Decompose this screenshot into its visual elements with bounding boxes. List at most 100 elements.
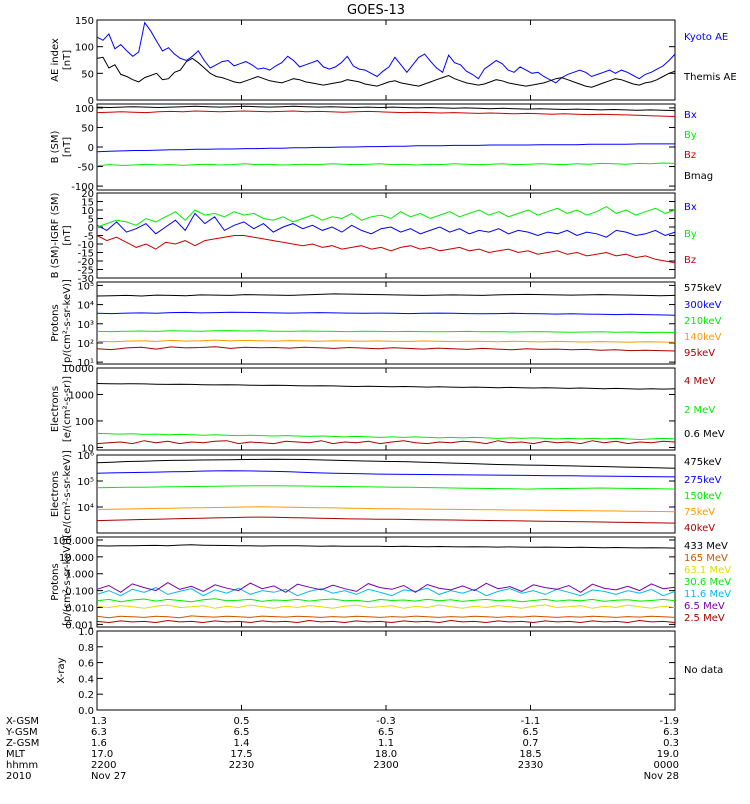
y-tick-label: 100.000 xyxy=(53,536,94,547)
series-line-6-5-mev xyxy=(96,582,676,593)
series-line-165-mev xyxy=(96,615,676,619)
series-line-by xyxy=(96,162,676,167)
series-line-themis-ae xyxy=(96,56,676,88)
footer-value: 0000 xyxy=(654,760,679,771)
y-tick-label: 10.000 xyxy=(59,553,94,564)
footer-value: 0.5 xyxy=(234,716,250,727)
y-tick-label: 0.8 xyxy=(78,643,94,654)
y-axis-label: [nT] xyxy=(62,50,73,70)
y-tick-label: 10⁵ xyxy=(77,281,94,292)
legend-bmag: Bmag xyxy=(684,171,713,182)
y-tick-label: 1000 xyxy=(69,390,94,401)
y-axis-label: Electrons xyxy=(50,386,61,432)
y-tick-label: 10⁴ xyxy=(77,301,94,312)
series-line-210kev xyxy=(96,330,676,334)
legend-75kev: 75keV xyxy=(684,507,715,518)
y-tick-label: 10⁵ xyxy=(77,477,94,488)
y-tick-label: 0.100 xyxy=(65,587,94,598)
footer-value: 0.7 xyxy=(523,738,539,749)
y-tick-label: -100 xyxy=(71,182,94,193)
legend-no-data: No data xyxy=(684,665,723,676)
y-tick-label: -20 xyxy=(78,257,94,268)
footer-row-label: hhmm xyxy=(6,760,38,771)
y-tick-label: 10000 xyxy=(62,364,94,375)
footer-value: 0.3 xyxy=(663,738,679,749)
y-tick-label: 0 xyxy=(88,143,94,154)
y-axis-label: [e/(cm²-s-sr)] xyxy=(62,376,73,442)
footer-value: 17.0 xyxy=(91,749,113,760)
series-line-433-mev xyxy=(96,544,676,549)
y-tick-label: 0.0 xyxy=(78,706,94,717)
footer-value: 6.5 xyxy=(234,727,250,738)
legend-by: By xyxy=(684,229,697,240)
y-tick-label: 150 xyxy=(75,16,94,27)
legend-bx: Bx xyxy=(684,110,697,121)
footer-value: 1.6 xyxy=(91,738,107,749)
legend-30-6-mev: 30.6 MeV xyxy=(684,577,731,588)
y-tick-label: 0.4 xyxy=(78,674,94,685)
footer-value: -0.3 xyxy=(376,716,396,727)
y-tick-label: 0 xyxy=(88,223,94,234)
series-line-bz xyxy=(96,235,676,264)
footer-value: 1.1 xyxy=(378,738,394,749)
series-line-75kev xyxy=(96,506,676,513)
y-tick-label: 0.001 xyxy=(65,620,94,631)
y-tick-label: 10 xyxy=(81,206,94,217)
y-tick-label: 1.000 xyxy=(65,570,94,581)
legend-by: By xyxy=(684,130,697,141)
y-tick-label: -15 xyxy=(78,249,94,260)
y-tick-label: 0.6 xyxy=(78,659,94,670)
y-tick-label: 0.010 xyxy=(65,604,94,615)
footer-value: 6.5 xyxy=(378,727,394,738)
footer-value: 1.3 xyxy=(91,716,107,727)
y-tick-label: 10¹ xyxy=(77,358,94,369)
y-tick-label: 10² xyxy=(77,339,94,350)
legend-433-mev: 433 MeV xyxy=(684,541,728,552)
chart-title: GOES-13 xyxy=(347,3,405,18)
y-axis-label: [nT] xyxy=(62,225,73,245)
series-line-0-6-mev xyxy=(96,383,676,390)
y-tick-label: 10⁴ xyxy=(77,503,94,514)
legend-150kev: 150keV xyxy=(684,491,722,502)
series-line-bx xyxy=(96,143,675,153)
y-axis-label: B (SM) xyxy=(50,130,61,163)
y-axis-label: B (SM)-IGRF (SM) xyxy=(50,193,61,279)
y-tick-label: -50 xyxy=(78,163,94,174)
legend-165-mev: 165 MeV xyxy=(684,553,728,564)
y-tick-label: 100 xyxy=(75,104,94,115)
y-tick-label: -30 xyxy=(78,274,94,285)
panel-2-frame xyxy=(96,103,676,191)
series-line-2-5-mev xyxy=(96,619,676,624)
series-line-11-6-mev xyxy=(96,587,676,597)
legend-95kev: 95keV xyxy=(684,348,715,359)
footer-row-label: MLT xyxy=(6,749,26,760)
legend-bx: Bx xyxy=(684,202,697,213)
footer-value: 1.4 xyxy=(234,738,250,749)
series-line-bmag xyxy=(96,105,676,112)
panel-7-frame xyxy=(96,536,676,628)
y-tick-label: -10 xyxy=(78,240,94,251)
series-line-2-mev xyxy=(96,432,676,441)
y-axis-label: [p/(cm²-s-sr-keV)] xyxy=(62,538,73,626)
series-line-bx xyxy=(96,212,676,238)
series-line-by xyxy=(96,206,676,228)
y-tick-label: 20 xyxy=(81,189,94,200)
y-tick-label: 50 xyxy=(81,123,94,134)
legend-300kev: 300keV xyxy=(684,300,722,311)
footer-value: 6.5 xyxy=(523,727,539,738)
legend-2-mev: 2 MeV xyxy=(684,405,715,416)
footer-value: -1.9 xyxy=(659,716,679,727)
y-axis-label: Protons xyxy=(50,304,61,341)
legend-11-6-mev: 11.6 MeV xyxy=(684,589,731,600)
legend-bz: Bz xyxy=(684,150,696,161)
legend-bz: Bz xyxy=(684,255,696,266)
y-tick-label: 1.0 xyxy=(78,627,94,638)
footer-value: Nov 27 xyxy=(91,771,126,782)
footer-value: 18.0 xyxy=(375,749,397,760)
y-tick-label: 100 xyxy=(75,417,94,428)
series-line-95kev xyxy=(96,346,676,352)
y-axis-label: Protons xyxy=(50,563,61,600)
y-tick-label: -5 xyxy=(84,232,94,243)
y-axis-label: AE index xyxy=(50,38,61,82)
